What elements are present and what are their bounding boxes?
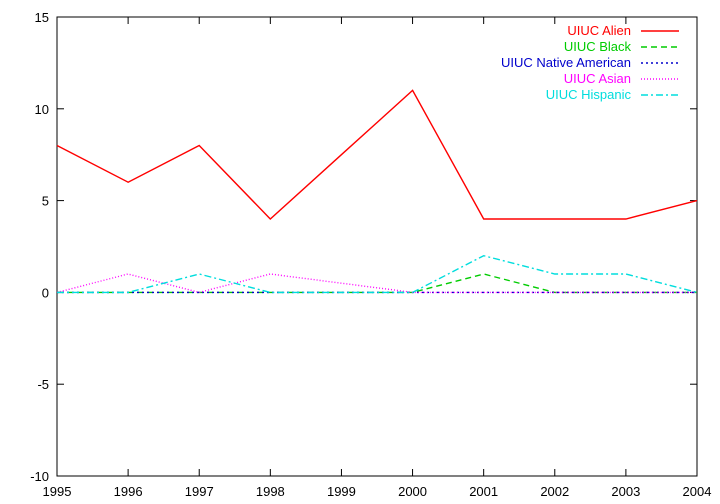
y-tick-label: 10 (35, 102, 49, 117)
x-tick-label: 2004 (683, 484, 712, 499)
legend-label: UIUC Hispanic (546, 87, 632, 102)
plot-frame (56, 16, 698, 477)
x-tick-label: 1997 (185, 484, 214, 499)
series-line-0 (56, 89, 698, 220)
legend-label: UIUC Black (564, 39, 632, 54)
series-line-3 (56, 273, 697, 294)
x-tick-label: 1998 (256, 484, 285, 499)
legend-label: UIUC Alien (567, 23, 631, 38)
y-tick-label: 0 (42, 285, 49, 300)
y-tick-label: -5 (37, 377, 49, 392)
axis-ticks: 1995 1996 1997 1998 1999 2000 2001 2002 2003 2004… (30, 10, 711, 499)
series-line-1 (57, 273, 697, 294)
y-tick-label: 5 (42, 194, 49, 209)
x-tick-label: 2000 (398, 484, 427, 499)
legend-label: UIUC Asian (564, 71, 631, 86)
series-line-4 (57, 254, 698, 294)
x-tick-label: 1995 (43, 484, 72, 499)
series-lines (56, 89, 698, 294)
legend-label: UIUC Native American (501, 55, 631, 70)
x-tick-label: 1996 (114, 484, 143, 499)
x-tick-label: 2003 (611, 484, 640, 499)
y-tick-label: 15 (35, 10, 49, 25)
x-tick-label: 2002 (540, 484, 569, 499)
x-tick-label: 2001 (469, 484, 498, 499)
y-tick-label: -10 (30, 469, 49, 484)
x-tick-label: 1999 (327, 484, 356, 499)
